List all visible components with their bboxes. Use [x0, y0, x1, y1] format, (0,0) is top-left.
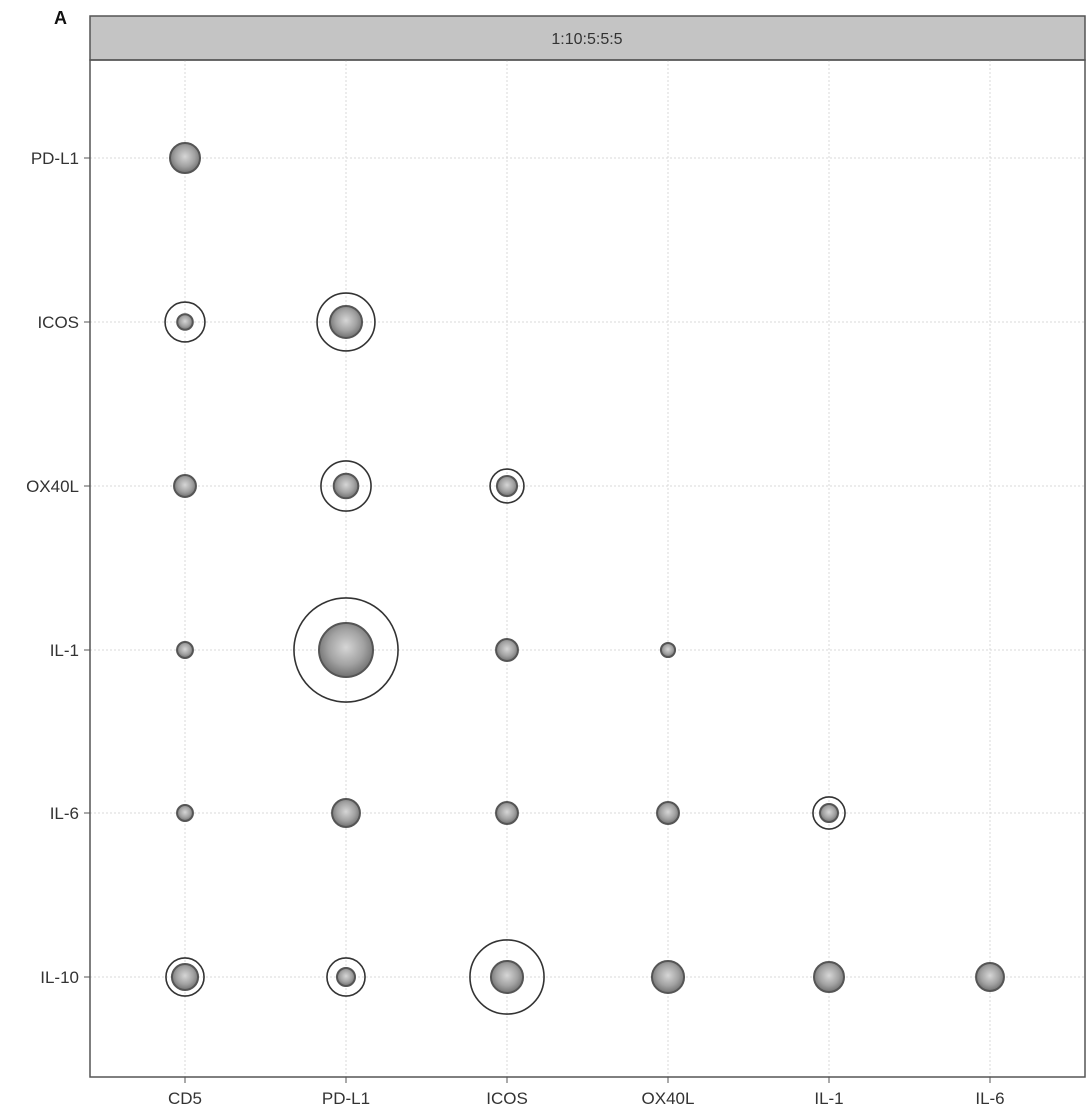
data-point [489, 468, 525, 504]
data-point [650, 959, 686, 995]
point-ring [316, 292, 376, 352]
x-tick-label: IL-1 [814, 1089, 843, 1108]
grid [90, 60, 1085, 1077]
x-tick-label: IL-6 [975, 1089, 1004, 1108]
data-point [326, 957, 366, 997]
y-tick-label: ICOS [37, 313, 79, 332]
point-dot [176, 641, 194, 659]
point-dot [332, 472, 360, 500]
points [164, 142, 1005, 1015]
point-dot [170, 962, 200, 992]
data-point [659, 641, 677, 659]
x-axis: CD5 PD-L1 ICOS OX40L IL-1 IL-6 [168, 1077, 1005, 1108]
point-dot [173, 474, 197, 498]
data-point [320, 460, 372, 512]
point-dot [495, 801, 519, 825]
data-point [813, 961, 845, 993]
data-point [165, 957, 205, 997]
point-dot [336, 967, 356, 987]
x-tick-label: PD-L1 [322, 1089, 370, 1108]
point-dot [169, 142, 201, 174]
point-ring [489, 468, 525, 504]
data-point [495, 638, 519, 662]
y-tick-label: PD-L1 [31, 149, 79, 168]
data-point [176, 641, 194, 659]
point-dot [659, 641, 677, 659]
data-point [495, 801, 519, 825]
data-point [469, 939, 545, 1015]
point-ring [164, 301, 206, 343]
data-point [975, 962, 1005, 992]
data-point [176, 804, 194, 822]
y-tick-label: IL-1 [50, 641, 79, 660]
data-point [293, 597, 399, 703]
data-point [812, 796, 846, 830]
point-dot [975, 962, 1005, 992]
data-point [656, 801, 680, 825]
point-ring [469, 939, 545, 1015]
point-dot [328, 304, 364, 340]
point-dot [318, 622, 374, 678]
plot-frame [89, 59, 1086, 1078]
data-point [331, 798, 361, 828]
point-dot [650, 959, 686, 995]
point-ring [320, 460, 372, 512]
x-tick-label: OX40L [642, 1089, 695, 1108]
chart-title: 1:10:5:5:5 [551, 31, 622, 48]
point-ring [812, 796, 846, 830]
point-ring [326, 957, 366, 997]
point-dot [813, 961, 845, 993]
x-tick-label: ICOS [486, 1089, 528, 1108]
point-dot [176, 804, 194, 822]
y-tick-label: IL-10 [40, 968, 79, 987]
data-point [164, 301, 206, 343]
point-ring [293, 597, 399, 703]
panel-label: A [54, 8, 67, 28]
y-axis: PD-L1 ICOS OX40L IL-1 IL-6 IL-10 [26, 149, 90, 987]
data-point [169, 142, 201, 174]
title-strip [89, 15, 1086, 61]
point-dot [819, 803, 839, 823]
data-point [173, 474, 197, 498]
point-dot [176, 313, 194, 331]
point-dot [656, 801, 680, 825]
point-ring [165, 957, 205, 997]
y-tick-label: OX40L [26, 477, 79, 496]
point-dot [331, 798, 361, 828]
point-dot [495, 474, 519, 498]
point-dot [489, 959, 525, 995]
point-dot [495, 638, 519, 662]
x-tick-label: CD5 [168, 1089, 202, 1108]
data-point [316, 292, 376, 352]
y-tick-label: IL-6 [50, 804, 79, 823]
